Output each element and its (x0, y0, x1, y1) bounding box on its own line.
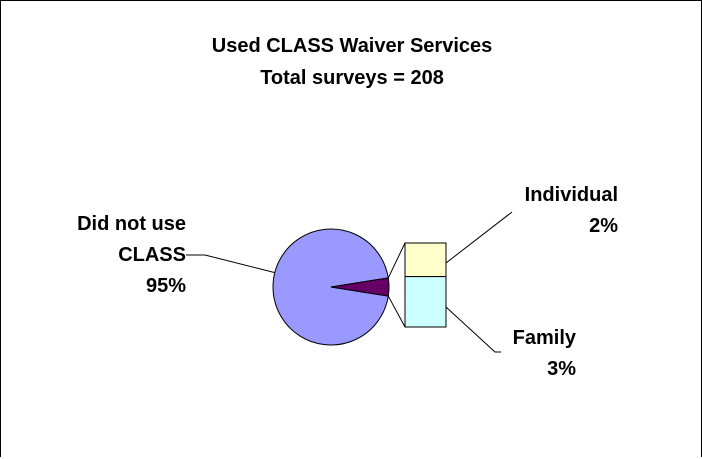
chart-title: Used CLASS Waiver Services (212, 35, 493, 57)
label-individual-0: Individual (525, 184, 618, 206)
bar-segment-family (404, 276, 447, 328)
breakout-bar (404, 242, 447, 328)
leader-line-family (445, 306, 501, 353)
leader-line-did-not-use-class (186, 254, 275, 274)
connector-line-top (387, 242, 406, 279)
label-did-not-use-class-1: CLASS (118, 244, 186, 266)
label-family-1: 3% (547, 358, 576, 380)
label-did-not-use-class-0: Did not use (77, 213, 186, 235)
pie-slices (272, 228, 390, 346)
label-family-0: Family (513, 327, 577, 349)
pie-slice-did-not-use-class (272, 228, 389, 346)
pie-slice-other (330, 277, 390, 297)
chart-subtitle: Total surveys = 208 (260, 67, 444, 89)
label-individual-1: 2% (589, 215, 618, 237)
label-did-not-use-class-2: 95% (146, 275, 186, 297)
connector-line-bottom (387, 295, 406, 328)
leader-line-individual (445, 211, 513, 264)
slice-labels: Did not use CLASS 95% Individual 2% Family 3% (77, 184, 618, 380)
bar-segment-individual (404, 242, 447, 278)
leader-lines (186, 211, 513, 353)
